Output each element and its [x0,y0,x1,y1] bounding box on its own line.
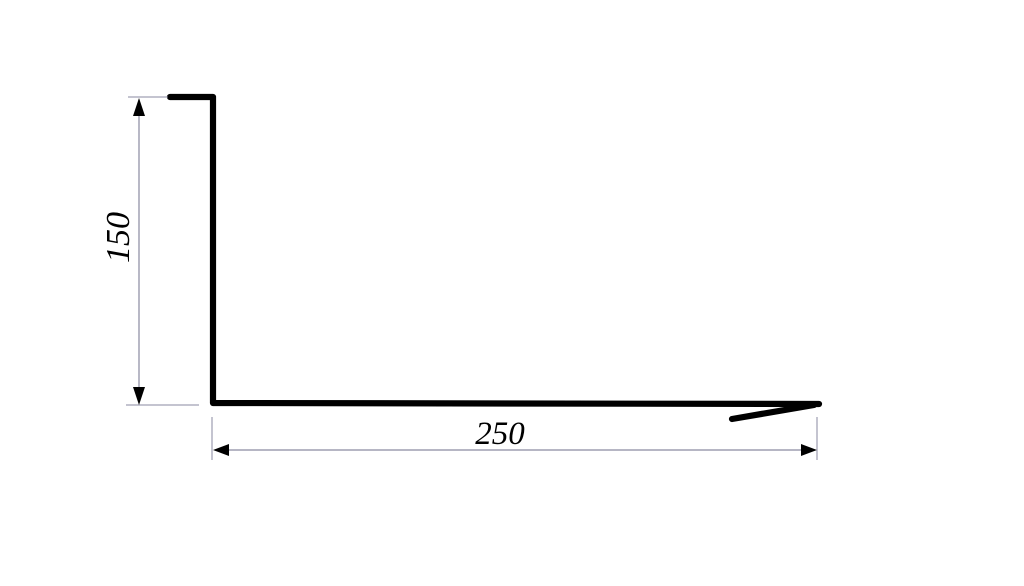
svg-text:150: 150 [100,212,137,263]
svg-text:250: 250 [475,416,525,452]
